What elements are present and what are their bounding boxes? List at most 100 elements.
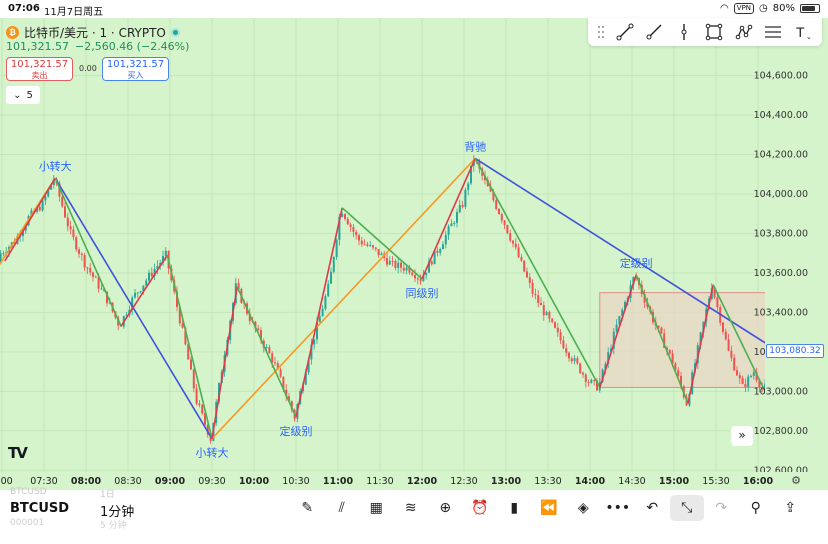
candle-body: [61, 196, 64, 207]
candle-body: [257, 328, 260, 331]
bitcoin-logo-icon: ₿: [6, 26, 19, 39]
candle-body: [666, 347, 668, 350]
vertical-line-icon[interactable]: [673, 21, 695, 43]
candle-body: [674, 363, 677, 371]
candle-body: [372, 245, 374, 248]
candle-body: [604, 363, 607, 370]
sell-button[interactable]: 101,321.57 卖出: [6, 57, 73, 81]
text-icon[interactable]: T ⌄: [792, 21, 814, 43]
candle-body: [369, 245, 372, 247]
alarm-icon[interactable]: ⏰: [471, 500, 489, 516]
scroll-to-realtime-button[interactable]: »: [731, 426, 753, 446]
candle-body: [439, 249, 442, 253]
candle-body: [248, 313, 251, 322]
drawing-toolbar[interactable]: T ⌄: [588, 18, 822, 46]
candle-body: [607, 352, 610, 364]
node-icon[interactable]: [733, 21, 755, 43]
candle-body: [730, 350, 733, 358]
candle-body: [324, 296, 327, 309]
interval-picker-prev[interactable]: 1日: [100, 490, 115, 500]
candle-body: [279, 369, 282, 377]
indicators-icon[interactable]: ⫽: [338, 500, 345, 516]
candle-body: [2, 253, 5, 255]
candle-body: [503, 220, 506, 226]
candle-body: [265, 347, 268, 349]
candle-body: [100, 288, 103, 290]
candle-body: [187, 344, 190, 360]
ray-icon[interactable]: [643, 21, 665, 43]
add-icon[interactable]: ⊕: [439, 500, 452, 516]
candle-body: [464, 189, 467, 207]
candle-body: [366, 244, 369, 246]
more-icon[interactable]: •••: [605, 500, 631, 516]
stroke-line-green: [166, 254, 213, 439]
idea-icon[interactable]: ⚲: [750, 500, 761, 516]
candle-body: [181, 323, 184, 328]
candle-body: [332, 256, 335, 272]
rectangle-icon[interactable]: [703, 21, 725, 43]
stroke-line-red: [211, 286, 238, 439]
candle-body: [388, 260, 391, 265]
symbol-picker-prev[interactable]: BTCUSD: [10, 487, 47, 497]
annotation-label: 定级别: [280, 424, 313, 438]
candle-body: [727, 339, 730, 351]
indicators-collapse-button[interactable]: ⌄ 5: [6, 86, 40, 104]
interval-picker-next[interactable]: 5 分钟: [100, 521, 127, 531]
symbol-picker-next[interactable]: 000001: [10, 518, 45, 528]
candle-body: [80, 253, 83, 256]
candle-body: [97, 277, 100, 289]
price-summary: 101,321.57 −2,560.46 (−2.46%): [6, 40, 189, 53]
candle-body: [596, 380, 598, 391]
trend-line-icon[interactable]: [614, 21, 636, 43]
candle-body: [72, 229, 75, 238]
symbol-header[interactable]: ₿ 比特币/美元 · 1 · CRYPTO: [6, 24, 180, 41]
y-tick-label: 104,400.00: [754, 110, 808, 121]
grip-icon[interactable]: [596, 21, 606, 43]
chevron-down-icon: ⌄: [13, 89, 22, 101]
candle-body: [363, 244, 366, 246]
y-tick-label: 103,800.00: [754, 228, 808, 239]
candle-body: [391, 260, 394, 262]
candle-body: [677, 370, 680, 376]
fib-icon[interactable]: [762, 21, 784, 43]
strategy-icon[interactable]: ≋: [404, 500, 417, 516]
candle-body: [509, 233, 512, 241]
candle-body: [313, 339, 316, 345]
symbol-title[interactable]: 比特币/美元 · 1 · CRYPTO: [24, 26, 166, 40]
templates-icon[interactable]: ▦: [369, 500, 383, 516]
interval-picker[interactable]: 1分钟: [100, 505, 135, 520]
symbol-picker[interactable]: BTCUSD: [10, 501, 70, 516]
draw-pencil-icon[interactable]: ✎: [301, 500, 314, 516]
candle-body: [204, 413, 206, 425]
status-date: 11月7日周五: [44, 7, 104, 18]
market-open-indicator: [170, 28, 180, 37]
candle-type-icon[interactable]: ▮: [510, 500, 519, 516]
replay-icon[interactable]: ⏪: [540, 500, 558, 516]
x-tick-label: 12:00: [407, 476, 438, 487]
y-tick-label: 102,600.00: [754, 465, 808, 476]
candle-body: [643, 294, 646, 303]
fullscreen-exit-icon[interactable]: ⤡: [669, 495, 704, 521]
redo-icon[interactable]: ↷: [715, 500, 728, 516]
share-icon[interactable]: ⇪: [784, 500, 797, 516]
candle-body: [156, 265, 159, 269]
candle-body: [125, 314, 128, 317]
chart-area[interactable]: 小转大 小转大 定级别 同级别 背驰 定级别 102,600.00 102,800.00 10…: [0, 18, 828, 490]
buy-button[interactable]: 101,321.57 买入: [102, 57, 169, 81]
settings-gear-icon: ⚙: [791, 474, 801, 487]
undo-icon[interactable]: ↶: [646, 500, 659, 516]
candle-body: [671, 353, 674, 364]
candle-body: [78, 249, 80, 254]
candle-body: [570, 358, 573, 362]
layers-icon[interactable]: ◈: [577, 500, 589, 516]
candle-body: [528, 277, 531, 283]
candle-body: [523, 260, 526, 272]
candle-body: [738, 375, 741, 379]
candle-body: [467, 183, 470, 190]
candle-body: [164, 250, 167, 257]
candle-body: [733, 357, 736, 371]
candle-body: [458, 204, 461, 213]
candle-body: [579, 363, 582, 373]
candle-body: [506, 225, 509, 234]
